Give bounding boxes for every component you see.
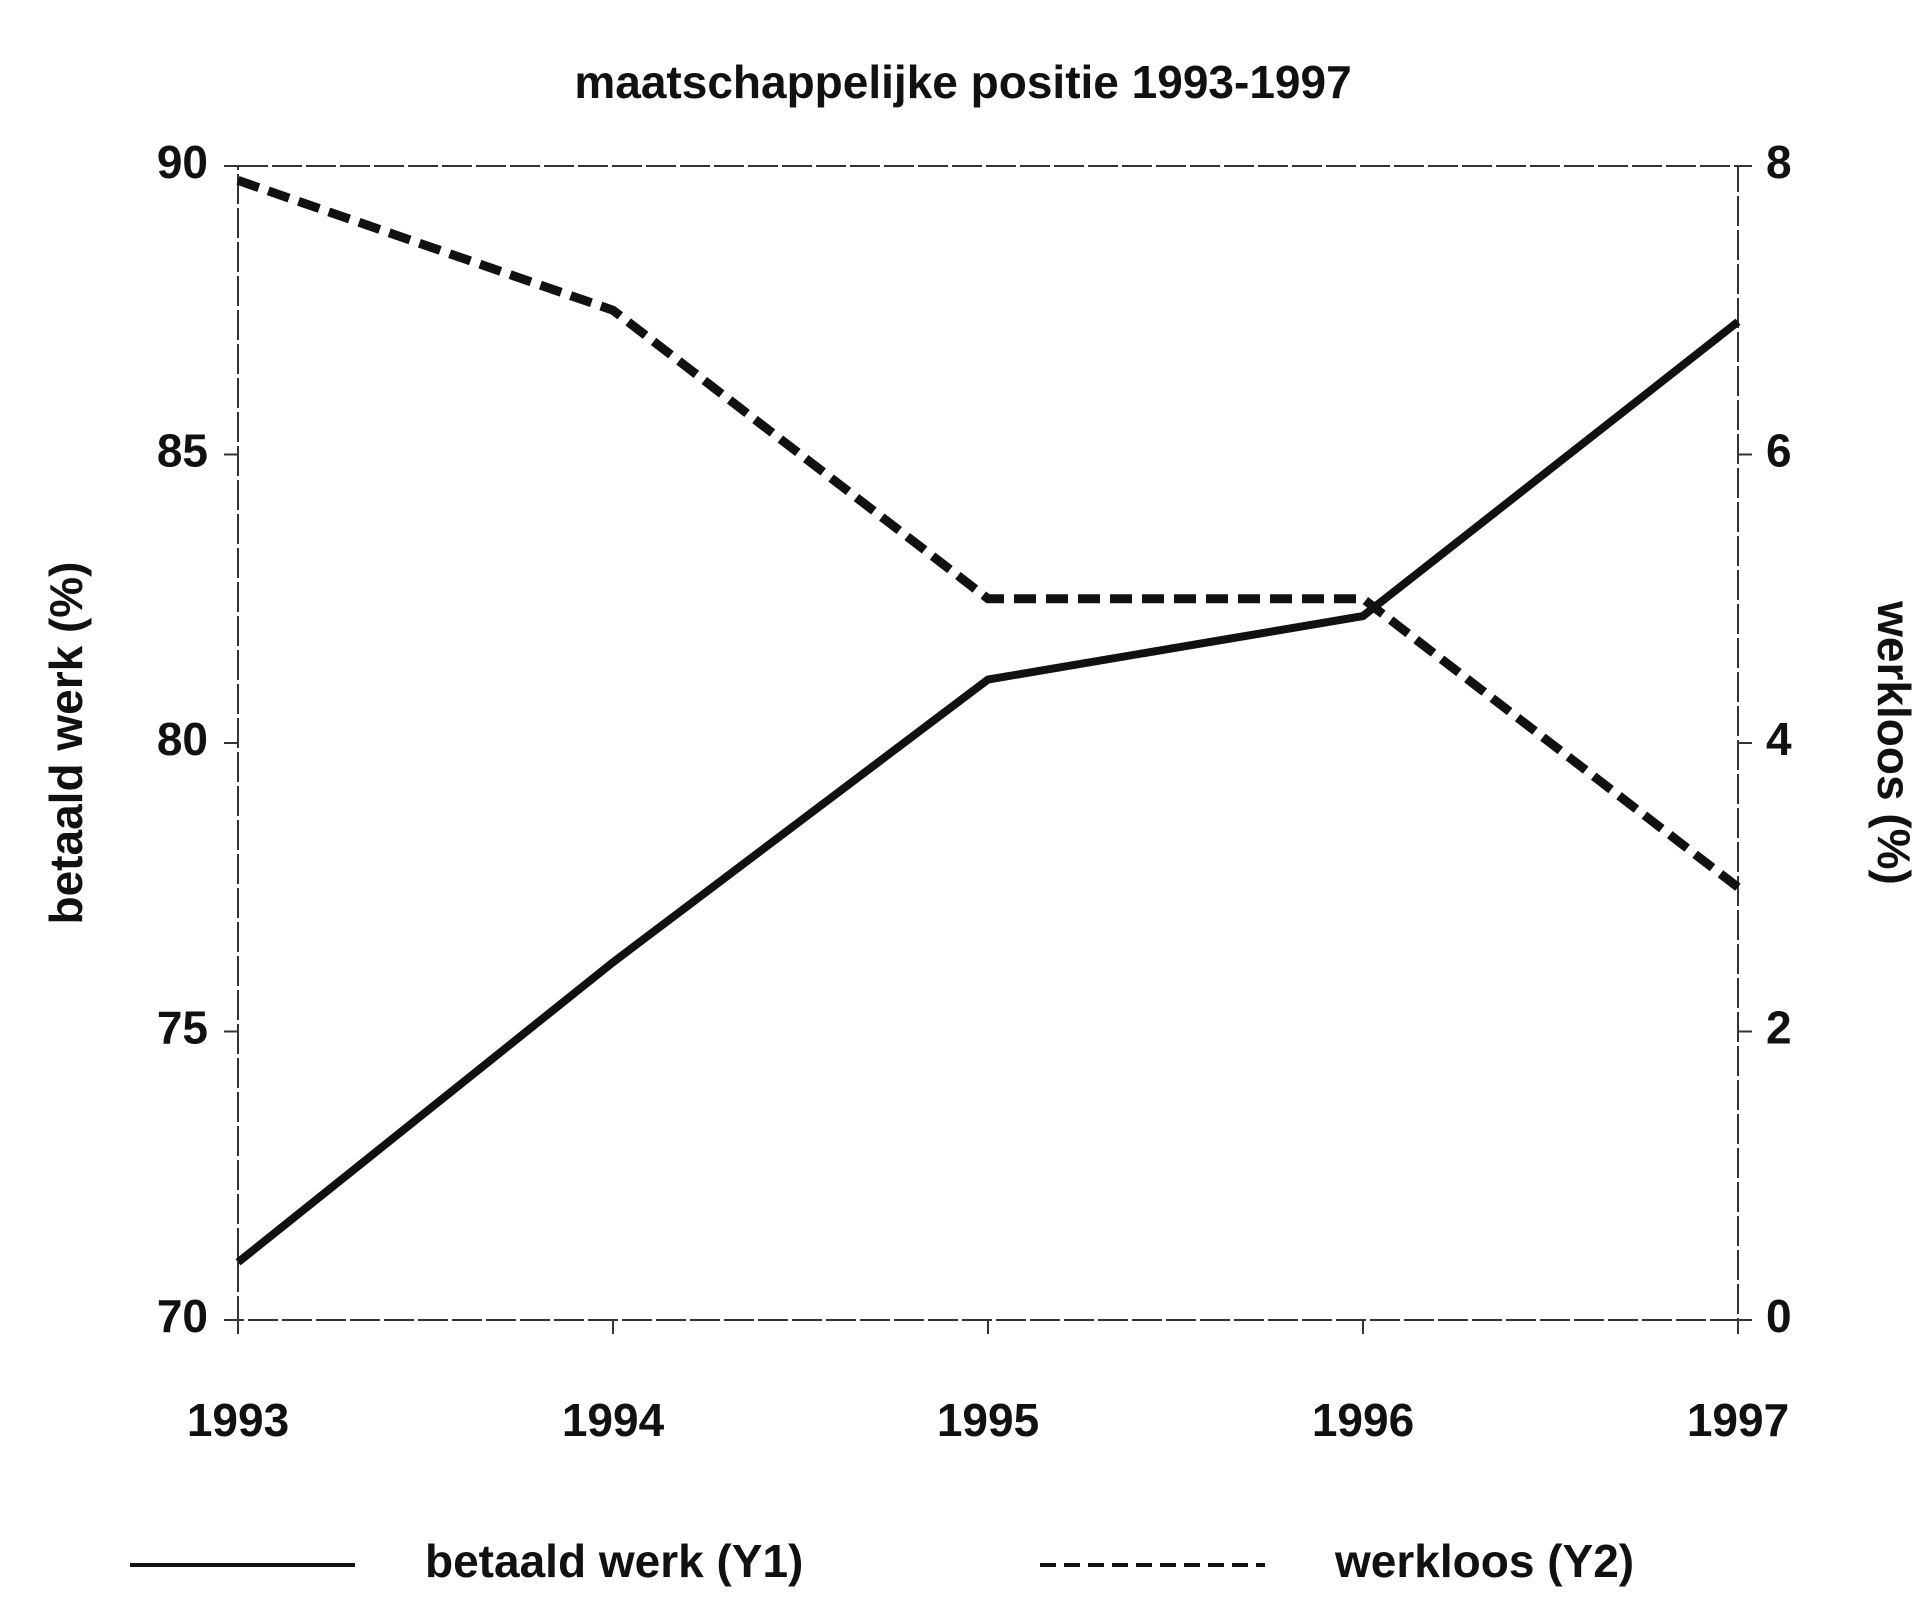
y-tick-label: 80 <box>157 713 208 765</box>
y-axis-label: betaald werk (%) <box>40 562 92 925</box>
y2-tick-label: 0 <box>1766 1290 1792 1342</box>
y2-tick-label: 2 <box>1766 1002 1792 1054</box>
y2-tick-label: 6 <box>1766 425 1792 477</box>
x-tick-label: 1994 <box>562 1394 665 1446</box>
y-tick-label: 90 <box>157 136 208 188</box>
y2-tick-label: 4 <box>1766 713 1792 765</box>
x-tick-label: 1995 <box>937 1394 1039 1446</box>
y-tick-label: 85 <box>157 425 208 477</box>
legend-label: betaald werk (Y1) <box>425 1535 803 1587</box>
plot-frame <box>237 165 1739 1321</box>
y2-tick-label: 8 <box>1766 136 1792 188</box>
y-tick-label: 70 <box>157 1290 208 1342</box>
y-tick-label: 75 <box>157 1002 208 1054</box>
series-line <box>235 318 1741 1266</box>
legend-label: werkloos (Y2) <box>1334 1535 1634 1587</box>
y2-axis-label: werkloos (%) <box>1868 600 1920 885</box>
x-tick-label: 1996 <box>1312 1394 1414 1446</box>
x-tick-label: 1993 <box>187 1394 289 1446</box>
chart-title: maatschappelijke positie 1993-1997 <box>574 56 1351 108</box>
series-line <box>236 176 1741 891</box>
x-tick-label: 1997 <box>1687 1394 1789 1446</box>
